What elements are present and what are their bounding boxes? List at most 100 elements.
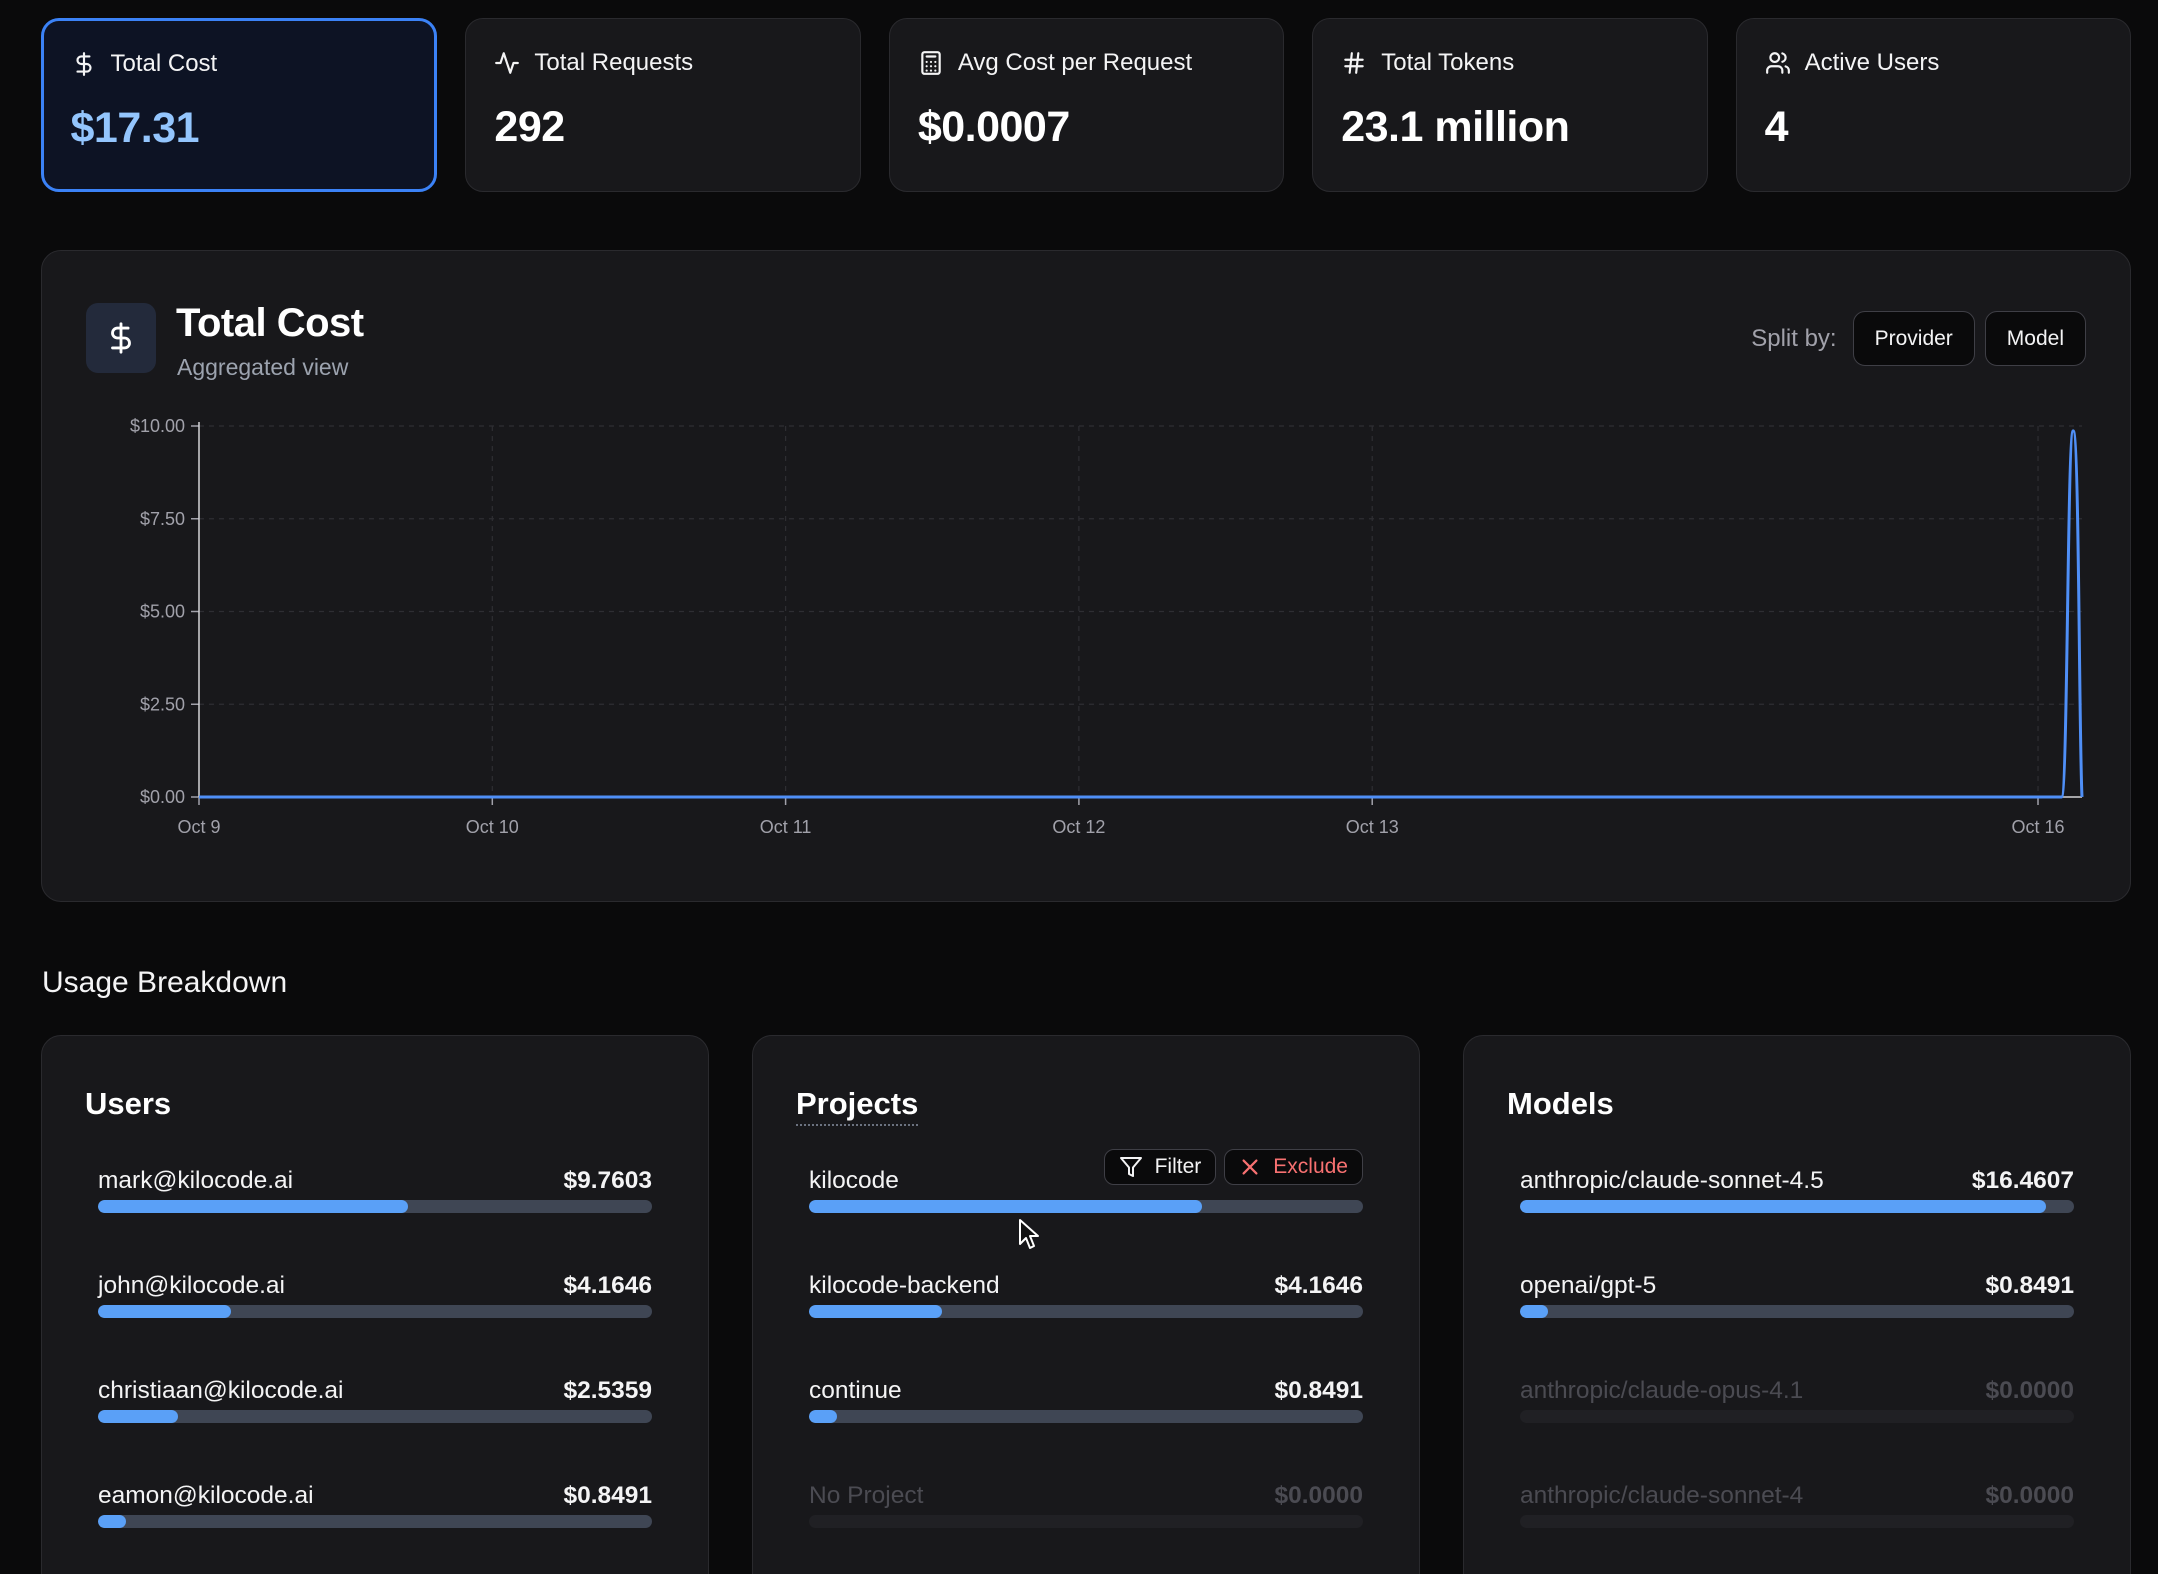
user-cost: $4.1646 [563,1272,652,1299]
project-cost: $4.1646 [1274,1272,1363,1299]
split-model-button[interactable]: Model [1984,311,2086,366]
filter-icon [1119,1157,1142,1177]
usage-bar-fill [809,1410,837,1423]
user-cost: $0.8491 [563,1482,652,1509]
stat-card-total-tokens[interactable]: Total Tokens 23.1 million [1312,18,1708,192]
user-cost: $9.7603 [563,1167,652,1194]
series-line [199,429,2084,799]
model-name: openai/gpt-5 [1520,1272,1657,1299]
stat-value: 4 [1764,103,1789,151]
chart-title: Total Cost [176,301,364,345]
model-cost: $0.0000 [1985,1482,2074,1509]
y-tick-label: $7.50 [140,509,185,529]
close-icon [1242,1159,1258,1175]
usage-bar-fill [809,1200,1203,1213]
mouse-cursor-icon [1019,1219,1039,1249]
usage-bar [809,1410,1363,1423]
users-panel: Users mark@kilocode.ai $9.7603 john@kilo… [41,1035,709,1574]
dollar-icon [111,322,131,354]
usage-bar [1520,1410,2074,1423]
stat-label: Active Users [1804,49,1940,76]
dollar-icon [75,51,92,76]
usage-bar [809,1305,1363,1318]
user-row[interactable]: john@kilocode.ai $4.1646 [98,1272,652,1342]
hash-icon [1344,52,1364,74]
project-name: kilocode [809,1167,899,1194]
x-tick-label: Oct 9 [177,817,220,837]
usage-bar [98,1200,652,1213]
x-tick-label: Oct 13 [1346,817,1399,837]
user-name: christiaan@kilocode.ai [98,1377,344,1404]
usage-bar [1520,1305,2074,1318]
stat-value: 292 [494,103,565,151]
stat-card-avg-cost[interactable]: Avg Cost per Request $0.0007 [888,18,1285,192]
usage-bar [1520,1515,2074,1528]
model-cost: $16.4607 [1971,1167,2074,1194]
model-row[interactable]: anthropic/claude-opus-4.1 $0.0000 [1520,1377,2074,1447]
model-name: anthropic/claude-sonnet-4.5 [1520,1167,1824,1194]
stat-card-active-users[interactable]: Active Users 4 [1735,18,2132,192]
model-row[interactable]: anthropic/claude-sonnet-4 $0.0000 [1520,1482,2074,1552]
model-name: anthropic/claude-sonnet-4 [1520,1482,1804,1509]
calculator-icon [921,51,941,75]
usage-bar-fill [1520,1200,2047,1213]
activity-icon [495,52,520,74]
total-cost-chart-card: $0.00 $2.50 $5.00 $7.50 $10.00 Oct 9 Oct 10 Oct… [41,250,2131,902]
project-name: continue [809,1377,902,1404]
x-tick-label: Oct 10 [466,817,519,837]
usage-bar-fill [98,1410,179,1423]
project-row[interactable]: kilocode-backend $4.1646 [809,1272,1363,1342]
usage-bar [1520,1200,2074,1213]
x-tick-label: Oct 12 [1052,817,1105,837]
x-tick-label: Oct 11 [760,817,812,837]
usage-bar [809,1515,1363,1528]
stat-value: 23.1 million [1341,103,1570,151]
y-tick-label: $0.00 [140,787,185,807]
user-row[interactable]: christiaan@kilocode.ai $2.5359 [98,1377,652,1447]
stat-card-total-requests[interactable]: Total Requests 292 [465,18,861,192]
usage-bar-fill [1520,1305,1548,1318]
split-provider-button[interactable]: Provider [1852,311,1975,366]
model-row[interactable]: openai/gpt-5 $0.8491 [1520,1272,2074,1342]
models-panel: Models anthropic/claude-sonnet-4.5 $16.4… [1463,1035,2131,1574]
chart-subtitle: Aggregated view [177,354,349,380]
user-name: mark@kilocode.ai [98,1167,294,1194]
stat-value: $0.0007 [917,103,1070,151]
user-row[interactable]: eamon@kilocode.ai $0.8491 [98,1482,652,1552]
users-panel-title: Users [85,1086,172,1121]
model-name: anthropic/claude-opus-4.1 [1520,1377,1804,1404]
stat-cards: Total Cost $17.31 Total Requests 292 Avg… [41,18,2132,192]
project-name: No Project [809,1482,924,1509]
project-name: kilocode-backend [809,1272,1000,1299]
exclude-button[interactable]: Exclude [1224,1149,1363,1185]
stat-label: Total Tokens [1381,49,1515,76]
cost-line-chart: $0.00 $2.50 $5.00 $7.50 $10.00 Oct 9 Oct 10 Oct… [130,416,2084,837]
stat-label: Avg Cost per Request [957,49,1193,76]
user-row[interactable]: mark@kilocode.ai $9.7603 [98,1167,652,1237]
x-tick-label: Oct 16 [2011,817,2064,837]
project-cost: $0.0000 [1274,1482,1363,1509]
model-row[interactable]: anthropic/claude-sonnet-4.5 $16.4607 [1520,1167,2074,1237]
project-cost: $0.8491 [1274,1377,1363,1404]
user-name: john@kilocode.ai [98,1272,285,1299]
exclude-label: Exclude [1273,1155,1348,1178]
project-row[interactable]: kilocode Filter Exclude [809,1149,1363,1237]
models-panel-title: Models [1507,1086,1614,1121]
usage-breakdown-heading: Usage Breakdown [42,966,288,999]
model-cost: $0.8491 [1985,1272,2074,1299]
user-cost: $2.5359 [563,1377,652,1404]
projects-panel-title[interactable]: Projects [796,1086,919,1126]
project-row[interactable]: No Project $0.0000 [809,1482,1363,1552]
usage-bar-fill [98,1305,231,1318]
usage-bar-fill [98,1200,409,1213]
y-tick-label: $2.50 [140,694,185,714]
split-by-controls: Split by: Provider Model [1751,311,2086,366]
project-row[interactable]: continue $0.8491 [809,1377,1363,1447]
filter-button[interactable]: Filter [1103,1149,1217,1185]
stat-label: Total Requests [534,49,694,76]
usage-bar [98,1410,652,1423]
usage-bar [809,1200,1363,1213]
usage-bar-fill [809,1305,942,1318]
stat-card-total-cost[interactable]: Total Cost $17.31 [41,18,438,192]
split-by-label: Split by: [1751,324,1837,352]
